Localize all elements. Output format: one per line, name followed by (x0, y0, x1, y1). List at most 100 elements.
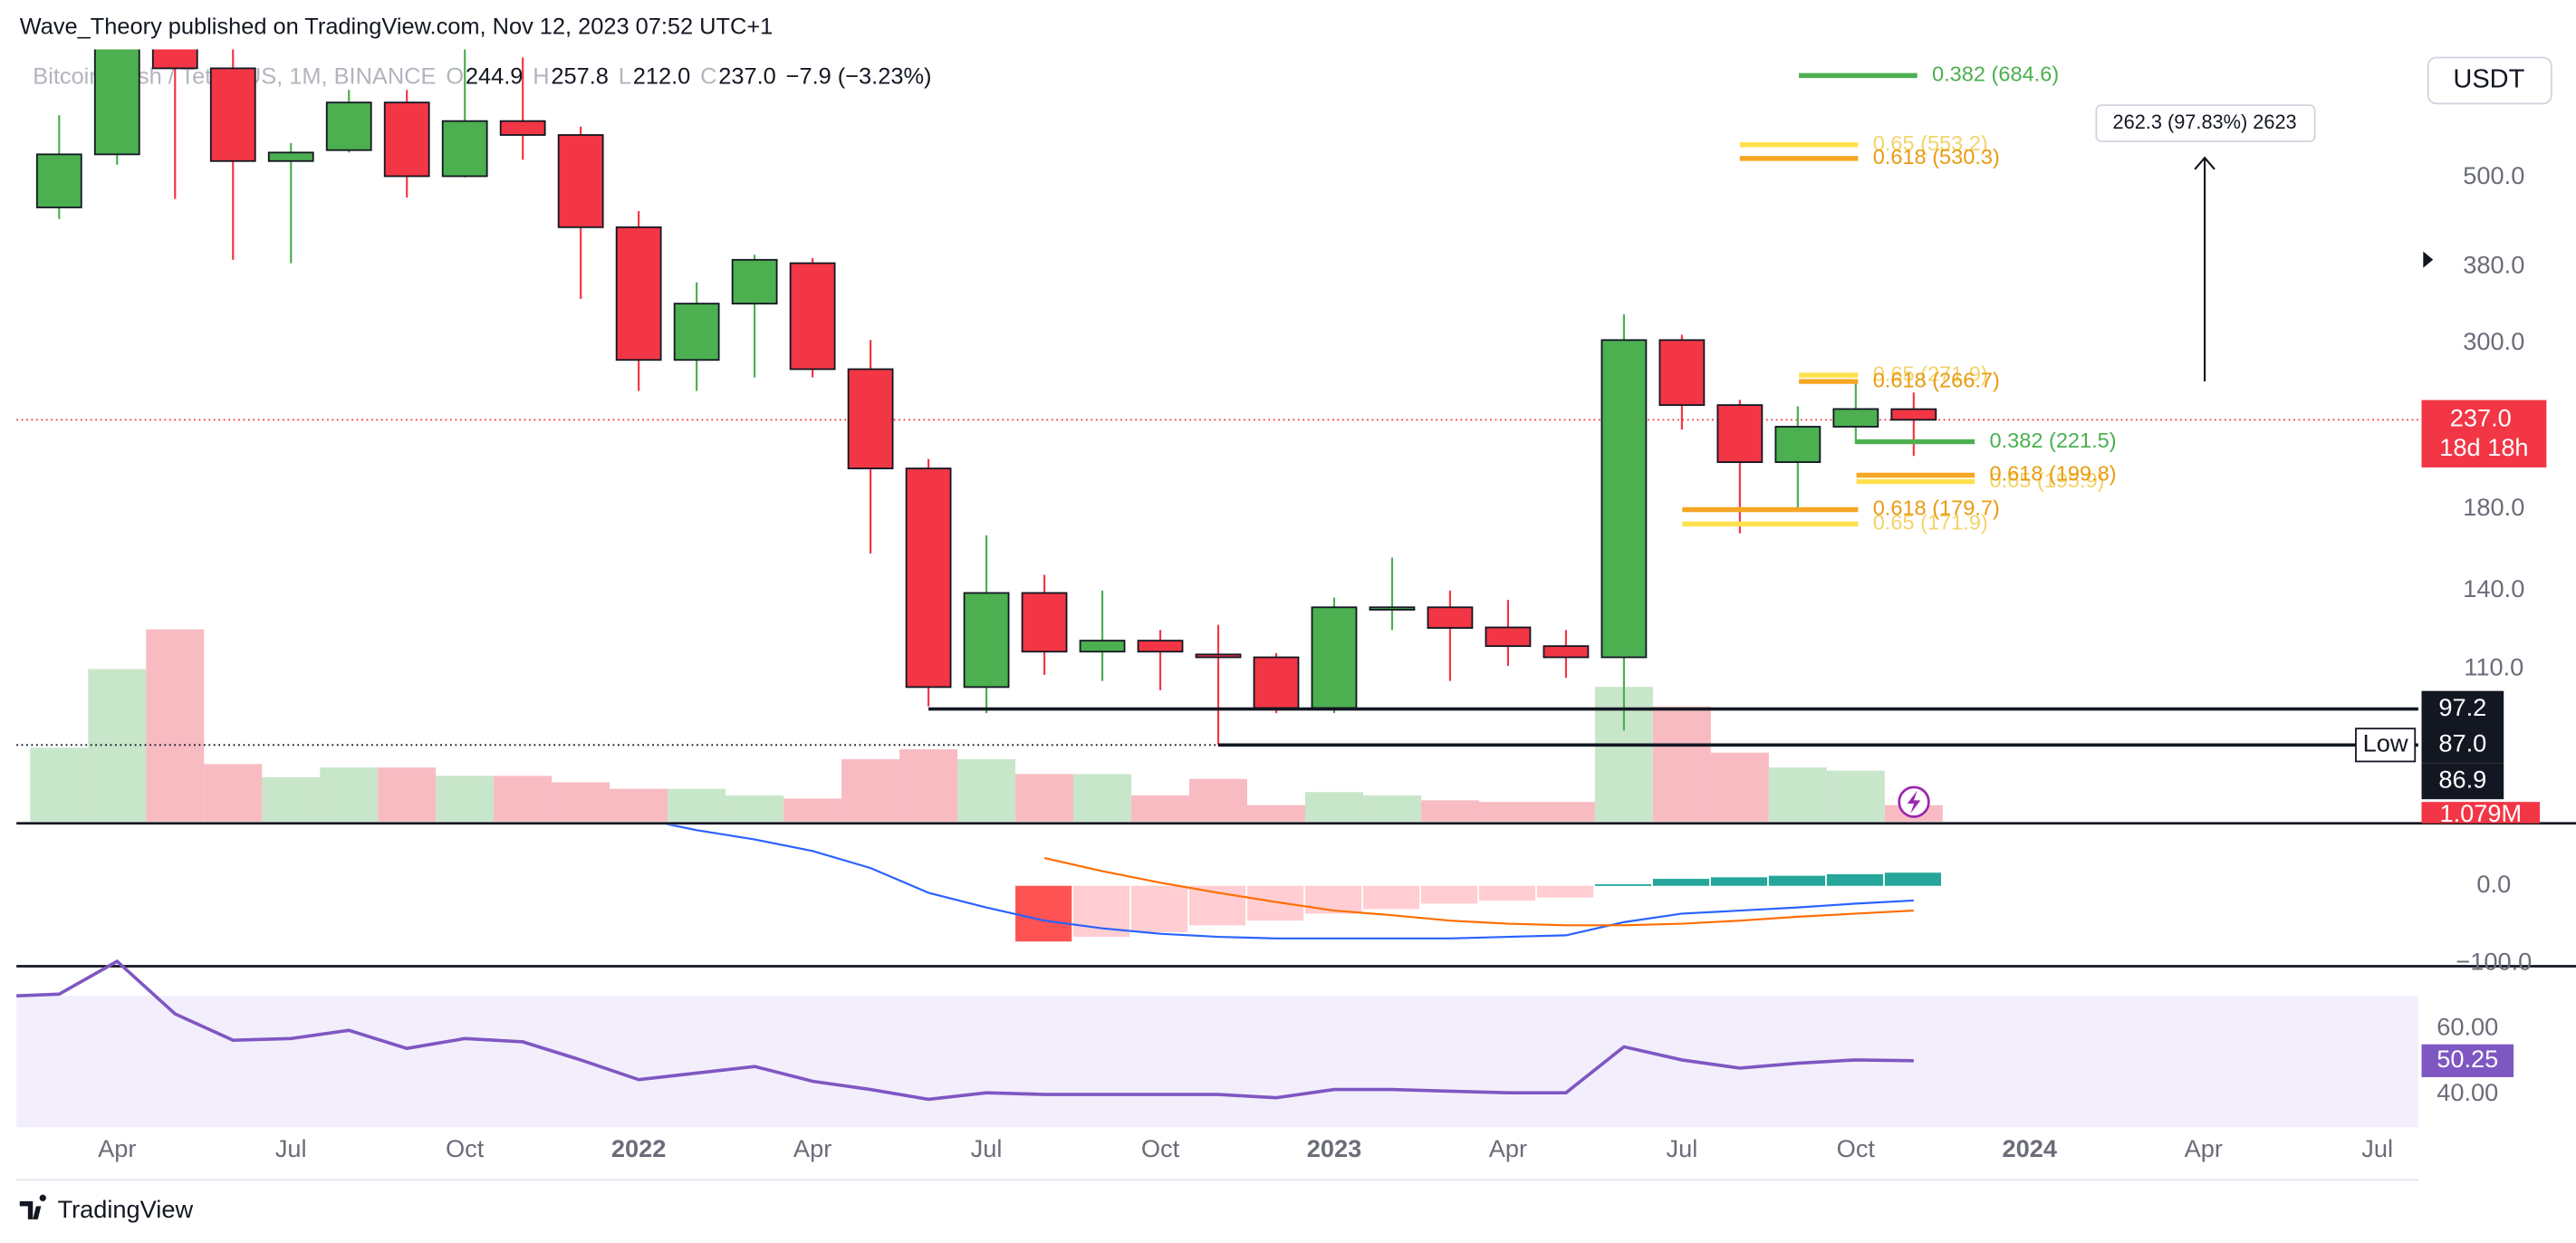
legend: Bitcoin Cash / TetherUS, 1M, BINANCEO244… (33, 63, 931, 89)
rsi-label: 50.25 (2437, 1045, 2498, 1073)
candle-body (789, 262, 836, 371)
volume-bar (1826, 770, 1885, 822)
alert-bolt (1907, 790, 1921, 814)
macd-histogram (1362, 885, 1420, 910)
ohlc-key: O (446, 63, 464, 89)
volume-bar (494, 776, 553, 822)
fib-label: 0.65 (553.2) (1873, 131, 1988, 155)
macd-histogram (1015, 885, 1072, 942)
macd-line (666, 824, 1914, 939)
fib-label: 0.382 (221.5) (1989, 429, 2116, 452)
price-label: 86.9 (2438, 765, 2486, 793)
volume-bar (378, 767, 437, 822)
candle-body (1195, 653, 1242, 659)
attribution: Wave_Theory published on TradingView.com… (20, 14, 774, 40)
x-tick-label: Jul (1666, 1134, 1697, 1162)
volume-bar (668, 788, 726, 822)
macd-histogram (1594, 884, 1652, 886)
macd-histogram (1131, 885, 1188, 932)
volume-bar (1478, 802, 1537, 822)
rsi-line (16, 959, 1914, 1102)
macd-histogram (1304, 885, 1362, 914)
level-label: 87.0 (2438, 729, 2486, 757)
candle-body (383, 101, 430, 178)
candle-body (1600, 339, 1648, 659)
candle-body (1832, 408, 1879, 428)
layer (30, 629, 1943, 822)
volume-bar (320, 767, 379, 822)
candle-body (1774, 426, 1821, 464)
ohlc-value: 212.0 (633, 63, 690, 89)
candle-body (1485, 626, 1532, 648)
volume-bar (1131, 795, 1190, 822)
ohlc-key: L (619, 63, 631, 89)
candle-body (1427, 606, 1474, 629)
macd-histogram (1768, 875, 1826, 886)
candle-body (499, 120, 546, 136)
candle-body (1890, 408, 1937, 421)
rsi-box (2421, 1044, 2514, 1077)
volume-label: 1.079M (2439, 799, 2522, 827)
y-tick-label: 180.0 (2463, 493, 2524, 521)
y-tick-label: 60.00 (2437, 1013, 2498, 1041)
volume-bar (1304, 792, 1363, 822)
candle-body (209, 67, 256, 162)
candle-body (325, 101, 372, 151)
candle-body (731, 258, 778, 305)
x-tick-label: Apr (1489, 1134, 1527, 1162)
candle-body (905, 467, 952, 689)
volume-bar (146, 629, 205, 822)
x-tick-label: Apr (793, 1134, 831, 1162)
y-tick-label: −100.0 (2456, 947, 2532, 975)
candle-body (963, 592, 1010, 689)
x-tick-label: Jul (971, 1134, 1003, 1162)
layer (35, 49, 1937, 746)
candle-body (1716, 404, 1764, 464)
level-label: 97.2 (2438, 693, 2486, 721)
candle-body (1369, 606, 1416, 611)
macd-histogram (1710, 877, 1768, 886)
fib-label: 0.618 (266.7) (1873, 368, 2000, 391)
last-price-box (2421, 400, 2547, 467)
macd-histogram (1884, 872, 1942, 886)
volume-bar (262, 776, 321, 822)
level-box (2421, 727, 2504, 764)
x-tick-label: Apr (98, 1134, 136, 1162)
footer: TradingView (57, 1195, 193, 1223)
candle-body (673, 303, 720, 361)
volume-bar (899, 749, 958, 822)
candle-body (1079, 640, 1126, 653)
volume-bar (957, 759, 1016, 822)
fib-label: 0.618 (199.8) (1989, 462, 2116, 486)
macd-histogram (1652, 879, 1710, 886)
footer-logo (19, 1194, 46, 1219)
volume-bar (1015, 774, 1074, 822)
x-tick-label: Oct (446, 1134, 485, 1162)
rsi-band (16, 996, 2418, 1128)
fib-label: 0.382 (684.6) (1932, 63, 2059, 86)
candle-body (267, 151, 314, 162)
fib-label: 0.65 (171.9) (1873, 511, 1988, 535)
volume-bar (610, 788, 668, 822)
x-tick-label: Oct (1837, 1134, 1876, 1162)
macd-histogram (1536, 885, 1594, 898)
candle-body (1021, 592, 1068, 653)
fib-label: 0.65 (195.9) (1989, 468, 2104, 492)
macd-histogram (1478, 885, 1536, 901)
volume-bar (88, 669, 147, 822)
volume-bar (1362, 795, 1421, 822)
macd-histogram (1826, 873, 1884, 886)
currency: USDT (2453, 65, 2524, 94)
change: −7.9 (−3.23%) (786, 63, 932, 89)
volume-bar (1768, 767, 1827, 822)
low-box (2355, 727, 2417, 763)
currency-button[interactable] (2427, 56, 2552, 105)
candle-body (615, 226, 662, 361)
x-tick-label: 2022 (611, 1134, 666, 1162)
candle-body (1253, 656, 1300, 709)
x-tick-label: Jul (275, 1134, 307, 1162)
volume-bar (783, 798, 842, 822)
candle-body (847, 368, 894, 469)
